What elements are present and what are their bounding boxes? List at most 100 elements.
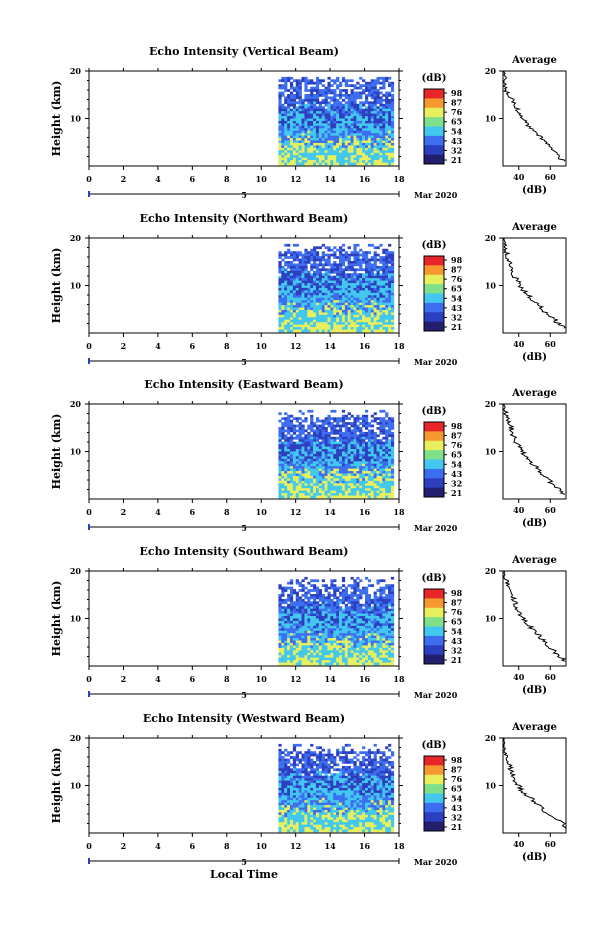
heatmap-cell [313, 329, 317, 333]
heatmap-cell [298, 79, 302, 83]
heatmap-cell [350, 160, 354, 163]
heatmap-cell [339, 478, 343, 482]
heatmap-cell [388, 256, 392, 259]
heatmap-cell [321, 300, 325, 303]
heatmap-cell [289, 275, 294, 279]
heatmap-cell [284, 108, 288, 112]
heatmap-cell [367, 630, 372, 634]
heatmap-cell [362, 130, 366, 134]
heatmap-cell [301, 256, 305, 259]
heatmap-cell [359, 429, 363, 433]
heatmap-cell [318, 606, 323, 610]
heatmap-cell [344, 120, 348, 124]
heatmap-cell [353, 620, 357, 624]
heatmap-cell [390, 628, 395, 632]
heatmap-cell [284, 130, 288, 134]
heatmap-cell [298, 589, 302, 592]
heatmap-cell [336, 160, 340, 163]
heatmap-cell [304, 453, 308, 457]
heatmap-cell [356, 488, 360, 491]
heatmap-cell [385, 133, 389, 136]
heatmap-cell [287, 606, 291, 610]
heatmap-cell [356, 596, 360, 600]
heatmap-cell [324, 290, 328, 294]
heatmap-cell [301, 601, 305, 605]
heatmap-cell [289, 633, 294, 636]
heatmap-cell [359, 473, 363, 477]
heatmap-cell [388, 616, 392, 619]
heatmap-cell [289, 463, 294, 467]
heatmap-cell [289, 91, 294, 95]
heatmap-cell [315, 630, 320, 634]
heatmap-cell [373, 157, 377, 161]
heatmap-cell [390, 431, 395, 435]
heatmap-cell [364, 628, 369, 632]
heatmap-cell [376, 327, 380, 330]
heatmap-cell [310, 422, 314, 425]
heatmap-cell [287, 76, 291, 80]
heatmap-cell [344, 101, 348, 105]
heatmap-cell [376, 108, 380, 112]
heatmap-cell [318, 618, 323, 622]
heatmap-cell [353, 327, 357, 330]
heatmap-cell [364, 620, 369, 624]
heatmap-cell [370, 270, 374, 274]
heatmap-cell [367, 618, 372, 622]
heatmap-cell [353, 147, 357, 151]
heatmap-cell [318, 591, 323, 595]
heatmap-cell [382, 444, 386, 447]
heatmap-cell [364, 603, 369, 607]
heatmap-cell [287, 275, 291, 279]
heatmap-cell [367, 118, 372, 122]
heatmap-cell [339, 258, 343, 262]
heatmap-cell [278, 251, 282, 254]
heatmap-cell [313, 618, 317, 622]
heatmap-cell [356, 475, 360, 479]
heatmap-cell [287, 135, 291, 139]
heatmap-cell [367, 625, 372, 629]
heatmap-cell [310, 625, 314, 629]
heatmap-cell [379, 329, 383, 333]
colorbar-tick-label: 98 [451, 255, 463, 265]
heatmap-cell [382, 312, 386, 316]
heatmap-cell [341, 589, 346, 592]
heatmap-cell [373, 118, 377, 122]
heatmap-cell [278, 160, 282, 163]
heatmap-cell [388, 287, 392, 291]
heatmap-cell [364, 135, 369, 139]
heatmap-cell [330, 461, 334, 465]
heatmap-cell [362, 160, 366, 163]
heatmap-cell [292, 317, 297, 321]
heatmap-cell [347, 268, 351, 272]
heatmap-cell [379, 96, 383, 100]
heatmap-cell [341, 89, 346, 92]
heatmap-cell [347, 598, 351, 602]
heatmap-cell [295, 581, 299, 585]
heatmap-cell [298, 471, 302, 474]
heatmap-cell [367, 449, 372, 452]
heatmap-cell [350, 613, 354, 617]
heatmap-cell [385, 451, 389, 455]
heatmap-cell [341, 147, 346, 151]
heatmap-cell [336, 157, 340, 161]
heatmap-cell [379, 283, 383, 286]
heatmap-cell [359, 283, 363, 286]
heatmap-cell [373, 258, 377, 262]
heatmap-cell [315, 611, 320, 614]
heatmap-cell [373, 444, 377, 447]
heatmap-cell [318, 317, 323, 321]
heatmap-cell [339, 142, 343, 146]
heatmap-cell [301, 142, 305, 146]
heatmap-cell [284, 441, 288, 445]
heatmap-cell [321, 456, 325, 460]
heatmap-cell [327, 466, 331, 469]
heatmap-cell [344, 625, 348, 629]
heatmap-cell [359, 300, 363, 303]
heatmap-cell [390, 150, 395, 154]
heatmap-cell [284, 488, 288, 491]
heatmap-cell [339, 601, 343, 605]
heatmap-cell [313, 275, 317, 279]
heatmap-cell [362, 493, 366, 496]
heatmap-cell [333, 409, 337, 413]
heatmap-cell [339, 483, 343, 487]
